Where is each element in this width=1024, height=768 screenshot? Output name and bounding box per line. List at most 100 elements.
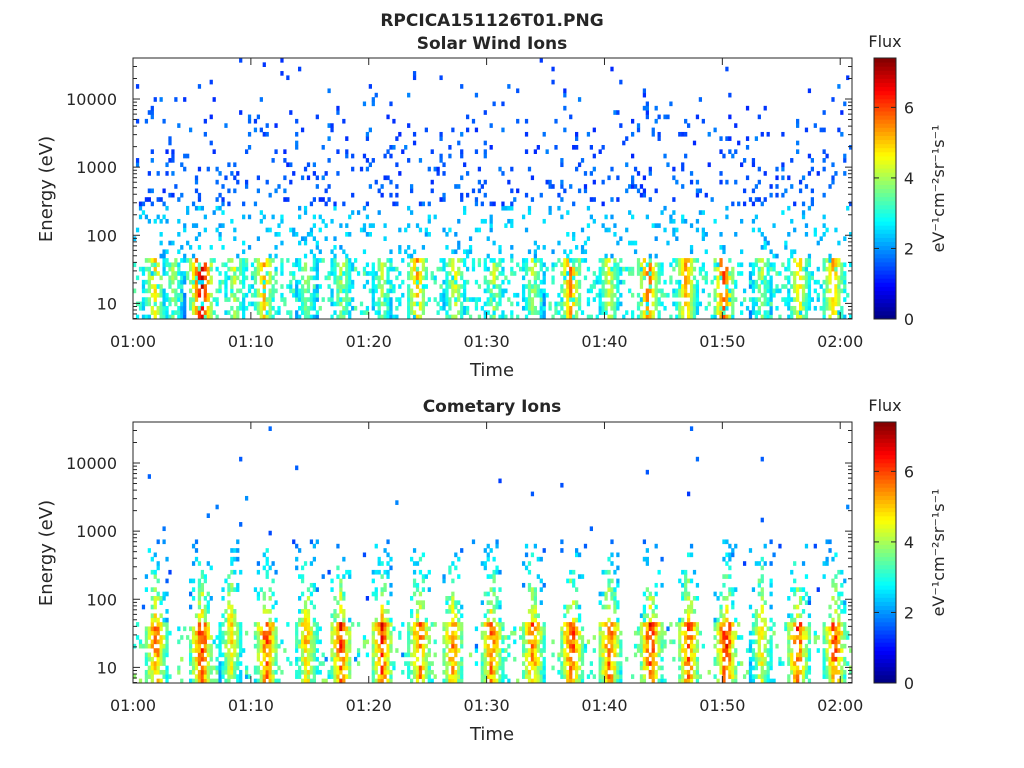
spectrogram-cell xyxy=(460,258,464,263)
spectrogram-cell xyxy=(828,184,832,189)
spectrogram-cell xyxy=(451,288,455,294)
spectrogram-cell xyxy=(686,314,691,320)
spectrogram-cell xyxy=(684,652,688,658)
spectrogram-cell xyxy=(790,218,794,224)
spectrogram-cell xyxy=(489,218,493,224)
spectrogram-cell xyxy=(766,665,770,671)
spectrogram-cell xyxy=(524,149,529,154)
spectrogram-cell xyxy=(383,548,387,553)
spectrogram-cell xyxy=(560,214,564,220)
spectrogram-cell xyxy=(542,131,546,137)
spectrogram-cell xyxy=(386,648,390,653)
spectrogram-cell xyxy=(424,630,428,636)
spectrogram-cell xyxy=(840,266,844,272)
spectrogram-cell xyxy=(395,184,399,189)
spectrogram-cell xyxy=(648,652,652,658)
colorbar-segment xyxy=(874,119,896,124)
spectrogram-cell xyxy=(227,310,231,315)
spectrogram-cell xyxy=(415,314,420,320)
spectrogram-cell xyxy=(536,622,540,627)
spectrogram-cell xyxy=(737,622,741,627)
spectrogram-cell xyxy=(698,271,703,276)
spectrogram-cell xyxy=(359,166,364,172)
spectrogram-cell xyxy=(740,661,744,666)
spectrogram-cell xyxy=(206,279,210,285)
spectrogram-cell xyxy=(769,656,773,662)
spectrogram-cell xyxy=(236,674,240,679)
spectrogram-cell xyxy=(639,665,644,671)
spectrogram-cell xyxy=(825,297,829,302)
spectrogram-cell xyxy=(651,271,655,276)
spectrogram-cell xyxy=(183,271,187,276)
spectrogram-cell xyxy=(144,678,149,684)
spectrogram-cell xyxy=(144,674,149,679)
spectrogram-cell xyxy=(533,288,537,294)
spectrogram-cell xyxy=(224,678,228,684)
spectrogram-cell xyxy=(763,245,767,250)
spectrogram-cell xyxy=(695,179,700,185)
spectrogram-cell xyxy=(333,201,337,207)
spectrogram-cell xyxy=(159,310,163,315)
spectrogram-cell xyxy=(513,197,517,202)
spectrogram-cell xyxy=(244,665,249,671)
spectrogram-cell xyxy=(454,648,458,653)
spectrogram-cell xyxy=(445,271,449,276)
spectrogram-cell xyxy=(607,227,611,233)
spectrogram-cell xyxy=(692,314,697,320)
spectrogram-cell xyxy=(684,656,688,662)
spectrogram-cell xyxy=(188,591,193,597)
spectrogram-cell xyxy=(303,301,308,307)
spectrogram-cell xyxy=(454,643,458,649)
spectrogram-cell xyxy=(191,275,196,281)
spectrogram-cell xyxy=(619,652,623,658)
spectrogram-cell xyxy=(834,258,838,263)
spectrogram-cell xyxy=(191,223,196,228)
spectrogram-cell xyxy=(745,145,750,150)
spectrogram-cell xyxy=(716,305,720,311)
spectrogram-cell xyxy=(247,114,252,120)
spectrogram-cell xyxy=(457,266,461,272)
spectrogram-cell xyxy=(150,630,154,636)
spectrogram-cell xyxy=(227,635,231,640)
spectrogram-cell xyxy=(256,175,261,181)
spectrogram-cell xyxy=(203,656,207,662)
spectrogram-cell xyxy=(572,626,576,632)
spectrogram-cell xyxy=(613,110,617,115)
spectrogram-cell xyxy=(342,626,346,632)
spectrogram-cell xyxy=(742,297,747,302)
spectrogram-cell xyxy=(616,578,620,584)
spectrogram-cell xyxy=(389,145,393,150)
spectrogram-cell xyxy=(280,218,284,224)
spectrogram-cell xyxy=(230,569,234,575)
spectrogram-cell xyxy=(843,271,847,276)
spectrogram-cell xyxy=(336,275,340,281)
spectrogram-cell xyxy=(212,297,216,302)
spectrogram-cell xyxy=(577,574,582,579)
spectrogram-cell xyxy=(695,297,700,302)
spectrogram-cell xyxy=(303,600,308,605)
spectrogram-cell xyxy=(227,669,231,675)
spectrogram-cell xyxy=(601,310,605,315)
spectrogram-cell xyxy=(451,591,455,597)
spectrogram-cell xyxy=(716,617,720,623)
spectrogram-cell xyxy=(224,652,228,658)
spectrogram-cell xyxy=(445,314,449,320)
spectrogram-cell xyxy=(681,288,685,294)
spectrogram-cell xyxy=(274,617,278,623)
spectrogram-cell xyxy=(162,648,166,653)
spectrogram-cell xyxy=(327,284,331,289)
colorbar-segment xyxy=(874,164,896,169)
spectrogram-cell xyxy=(728,669,732,675)
spectrogram-cell xyxy=(233,648,237,653)
spectrogram-cell xyxy=(507,218,511,224)
spectrogram-cell xyxy=(200,609,205,614)
spectrogram-cell xyxy=(256,639,261,645)
spectrogram-cell xyxy=(180,245,184,250)
spectrogram-cell xyxy=(787,314,791,320)
spectrogram-cell xyxy=(804,258,809,263)
spectrogram-cell xyxy=(415,266,420,272)
spectrogram-cell xyxy=(380,184,384,189)
spectrogram-cell xyxy=(177,669,181,675)
spectrogram-cell xyxy=(504,656,508,662)
spectrogram-cell xyxy=(651,131,655,137)
